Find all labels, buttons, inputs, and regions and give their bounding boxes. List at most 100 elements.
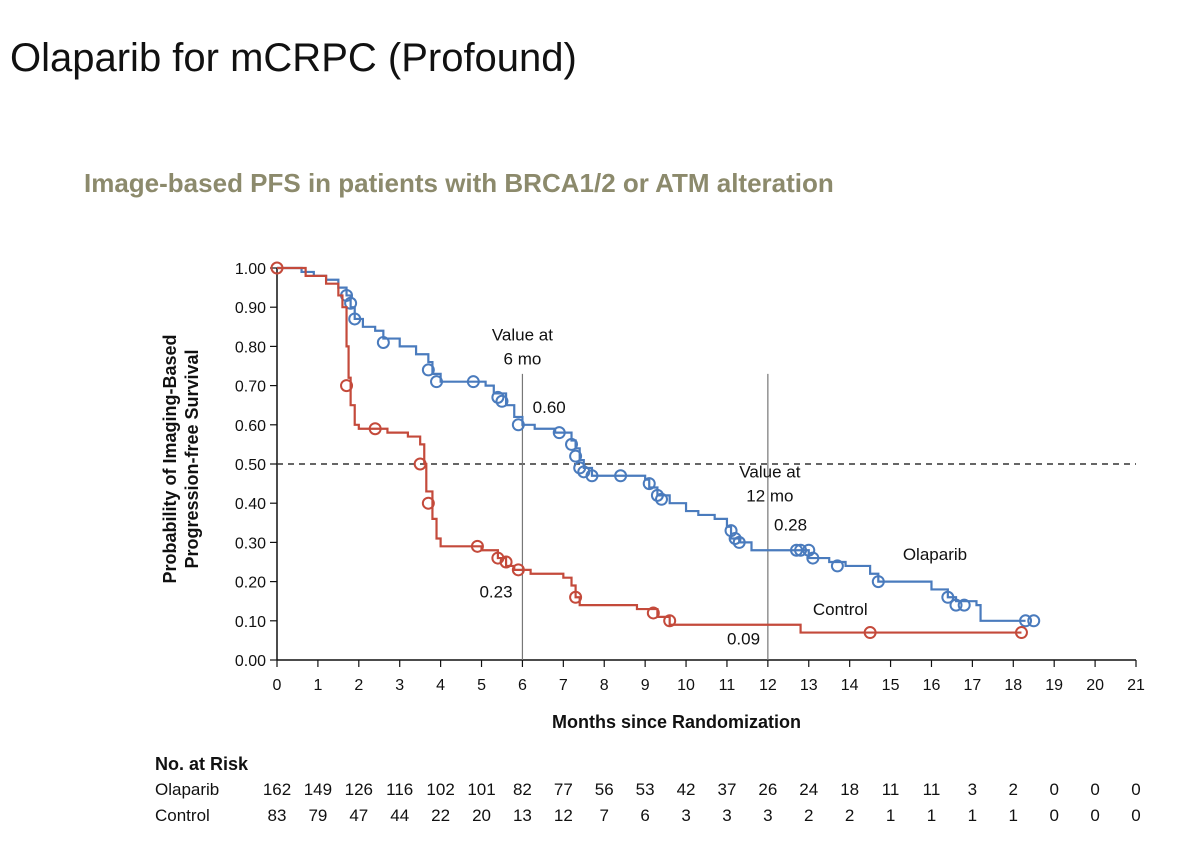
x-tick-label-0: 0 xyxy=(273,677,282,694)
risk-olaparib-month-9: 53 xyxy=(636,780,655,799)
x-tick-label-4: 4 xyxy=(436,677,445,694)
risk-control-month-10: 3 xyxy=(681,806,690,825)
olaparib-censor-mark-6 xyxy=(466,375,480,389)
risk-olaparib-month-20: 0 xyxy=(1090,780,1099,799)
olaparib-12mo-value: 0.28 xyxy=(774,516,807,535)
y-axis-title-line-2: Progression-free Survival xyxy=(182,349,202,568)
control-6mo-value: 0.23 xyxy=(479,582,512,601)
risk-olaparib-month-3: 116 xyxy=(386,780,413,799)
value-6mo-title-line-2: 6 mo xyxy=(504,350,542,369)
risk-olaparib-month-6: 82 xyxy=(513,780,532,799)
risk-olaparib-month-19: 0 xyxy=(1049,780,1058,799)
y-tick-label-10: 1.00 xyxy=(235,261,266,278)
risk-control-month-13: 2 xyxy=(804,806,813,825)
olaparib-censor-mark-18 xyxy=(650,488,664,502)
value-12mo-title-line-2: 12 mo xyxy=(746,487,793,506)
risk-control-month-2: 47 xyxy=(349,806,368,825)
x-tick-label-13: 13 xyxy=(800,677,818,694)
risk-control-month-18: 1 xyxy=(1009,806,1018,825)
olaparib-6mo-value: 0.60 xyxy=(533,398,566,417)
olaparib-censor-mark-21 xyxy=(728,531,742,545)
olaparib-censor-mark-22 xyxy=(732,535,746,549)
risk-olaparib-month-8: 56 xyxy=(595,780,614,799)
y-tick-label-1: 0.10 xyxy=(235,614,266,631)
olaparib-censor-mark-7 xyxy=(491,390,505,404)
control-series-label: Control xyxy=(813,600,868,619)
olaparib-censor-mark-19 xyxy=(655,492,669,506)
risk-olaparib-month-11: 37 xyxy=(717,780,736,799)
y-tick-label-7: 0.70 xyxy=(235,379,266,396)
control-censor-mark-10 xyxy=(646,606,660,620)
x-tick-label-18: 18 xyxy=(1004,677,1022,694)
olaparib-censor-mark-27 xyxy=(830,559,844,573)
risk-olaparib-month-18: 2 xyxy=(1009,780,1018,799)
x-tick-label-17: 17 xyxy=(963,677,981,694)
x-tick-label-12: 12 xyxy=(759,677,777,694)
olaparib-censor-mark-23 xyxy=(789,543,803,557)
risk-table-title: No. at Risk xyxy=(155,754,249,774)
olaparib-censor-mark-11 xyxy=(565,437,579,451)
olaparib-censor-mark-3 xyxy=(376,335,390,349)
risk-olaparib-month-16: 11 xyxy=(923,780,941,799)
control-censor-mark-11 xyxy=(663,614,677,628)
y-tick-label-2: 0.20 xyxy=(235,575,266,592)
control-censor-mark-0 xyxy=(270,261,284,275)
y-tick-label-3: 0.30 xyxy=(235,535,266,552)
risk-control-month-16: 1 xyxy=(927,806,936,825)
risk-control-month-6: 13 xyxy=(513,806,532,825)
olaparib-censor-mark-15 xyxy=(585,469,599,483)
risk-control-month-17: 1 xyxy=(968,806,977,825)
control-curve xyxy=(277,266,1022,634)
y-tick-label-8: 0.80 xyxy=(235,339,266,356)
risk-control-month-11: 3 xyxy=(722,806,731,825)
x-tick-label-5: 5 xyxy=(477,677,486,694)
olaparib-curve xyxy=(277,266,1026,622)
x-axis-title: Months since Randomization xyxy=(552,712,801,732)
y-tick-label-0: 0.00 xyxy=(235,653,266,670)
olaparib-censor-mark-26 xyxy=(806,551,820,565)
risk-olaparib-month-14: 18 xyxy=(840,780,859,799)
x-tick-label-21: 21 xyxy=(1127,677,1145,694)
x-tick-label-11: 11 xyxy=(719,677,736,694)
olaparib-censor-mark-13 xyxy=(573,461,587,475)
olaparib-censor-mark-32 xyxy=(1019,614,1033,628)
y-tick-label-6: 0.60 xyxy=(235,418,266,435)
risk-olaparib-month-7: 77 xyxy=(554,780,573,799)
x-tick-label-10: 10 xyxy=(677,677,695,694)
x-tick-label-19: 19 xyxy=(1045,677,1063,694)
olaparib-censor-mark-1 xyxy=(344,296,358,310)
risk-control-month-9: 6 xyxy=(640,806,649,825)
x-tick-label-1: 1 xyxy=(313,677,322,694)
risk-control-month-7: 12 xyxy=(554,806,573,825)
chart-subtitle: Image-based PFS in patients with BRCA1/2… xyxy=(84,168,834,198)
x-tick-label-7: 7 xyxy=(559,677,568,694)
risk-olaparib-month-0: 162 xyxy=(263,780,291,799)
x-tick-label-3: 3 xyxy=(395,677,404,694)
risk-control-month-3: 44 xyxy=(390,806,409,825)
risk-control-month-12: 3 xyxy=(763,806,772,825)
control-12mo-value: 0.09 xyxy=(727,629,760,648)
control-censor-mark-13 xyxy=(1014,626,1028,640)
olaparib-censor-mark-2 xyxy=(348,312,362,326)
olaparib-censor-mark-31 xyxy=(957,598,971,612)
value-6mo-title-line-1: Value at xyxy=(492,326,553,345)
y-axis-title-line-1: Probability of Imaging-Based xyxy=(160,334,180,583)
x-tick-label-9: 9 xyxy=(641,677,650,694)
olaparib-censor-mark-8 xyxy=(495,394,509,408)
olaparib-censor-mark-33 xyxy=(1027,614,1041,628)
risk-olaparib-month-13: 24 xyxy=(799,780,818,799)
risk-control-month-20: 0 xyxy=(1090,806,1099,825)
x-tick-label-8: 8 xyxy=(600,677,609,694)
risk-olaparib-month-17: 3 xyxy=(968,780,977,799)
olaparib-censor-mark-29 xyxy=(941,590,955,604)
y-tick-label-9: 0.90 xyxy=(235,300,266,317)
control-censor-mark-3 xyxy=(413,457,427,471)
risk-control-month-14: 2 xyxy=(845,806,854,825)
x-tick-label-16: 16 xyxy=(923,677,941,694)
risk-olaparib-month-10: 42 xyxy=(677,780,696,799)
risk-control-month-5: 20 xyxy=(472,806,491,825)
olaparib-censor-mark-5 xyxy=(430,375,444,389)
olaparib-series-label: Olaparib xyxy=(903,545,967,564)
x-tick-label-2: 2 xyxy=(354,677,363,694)
